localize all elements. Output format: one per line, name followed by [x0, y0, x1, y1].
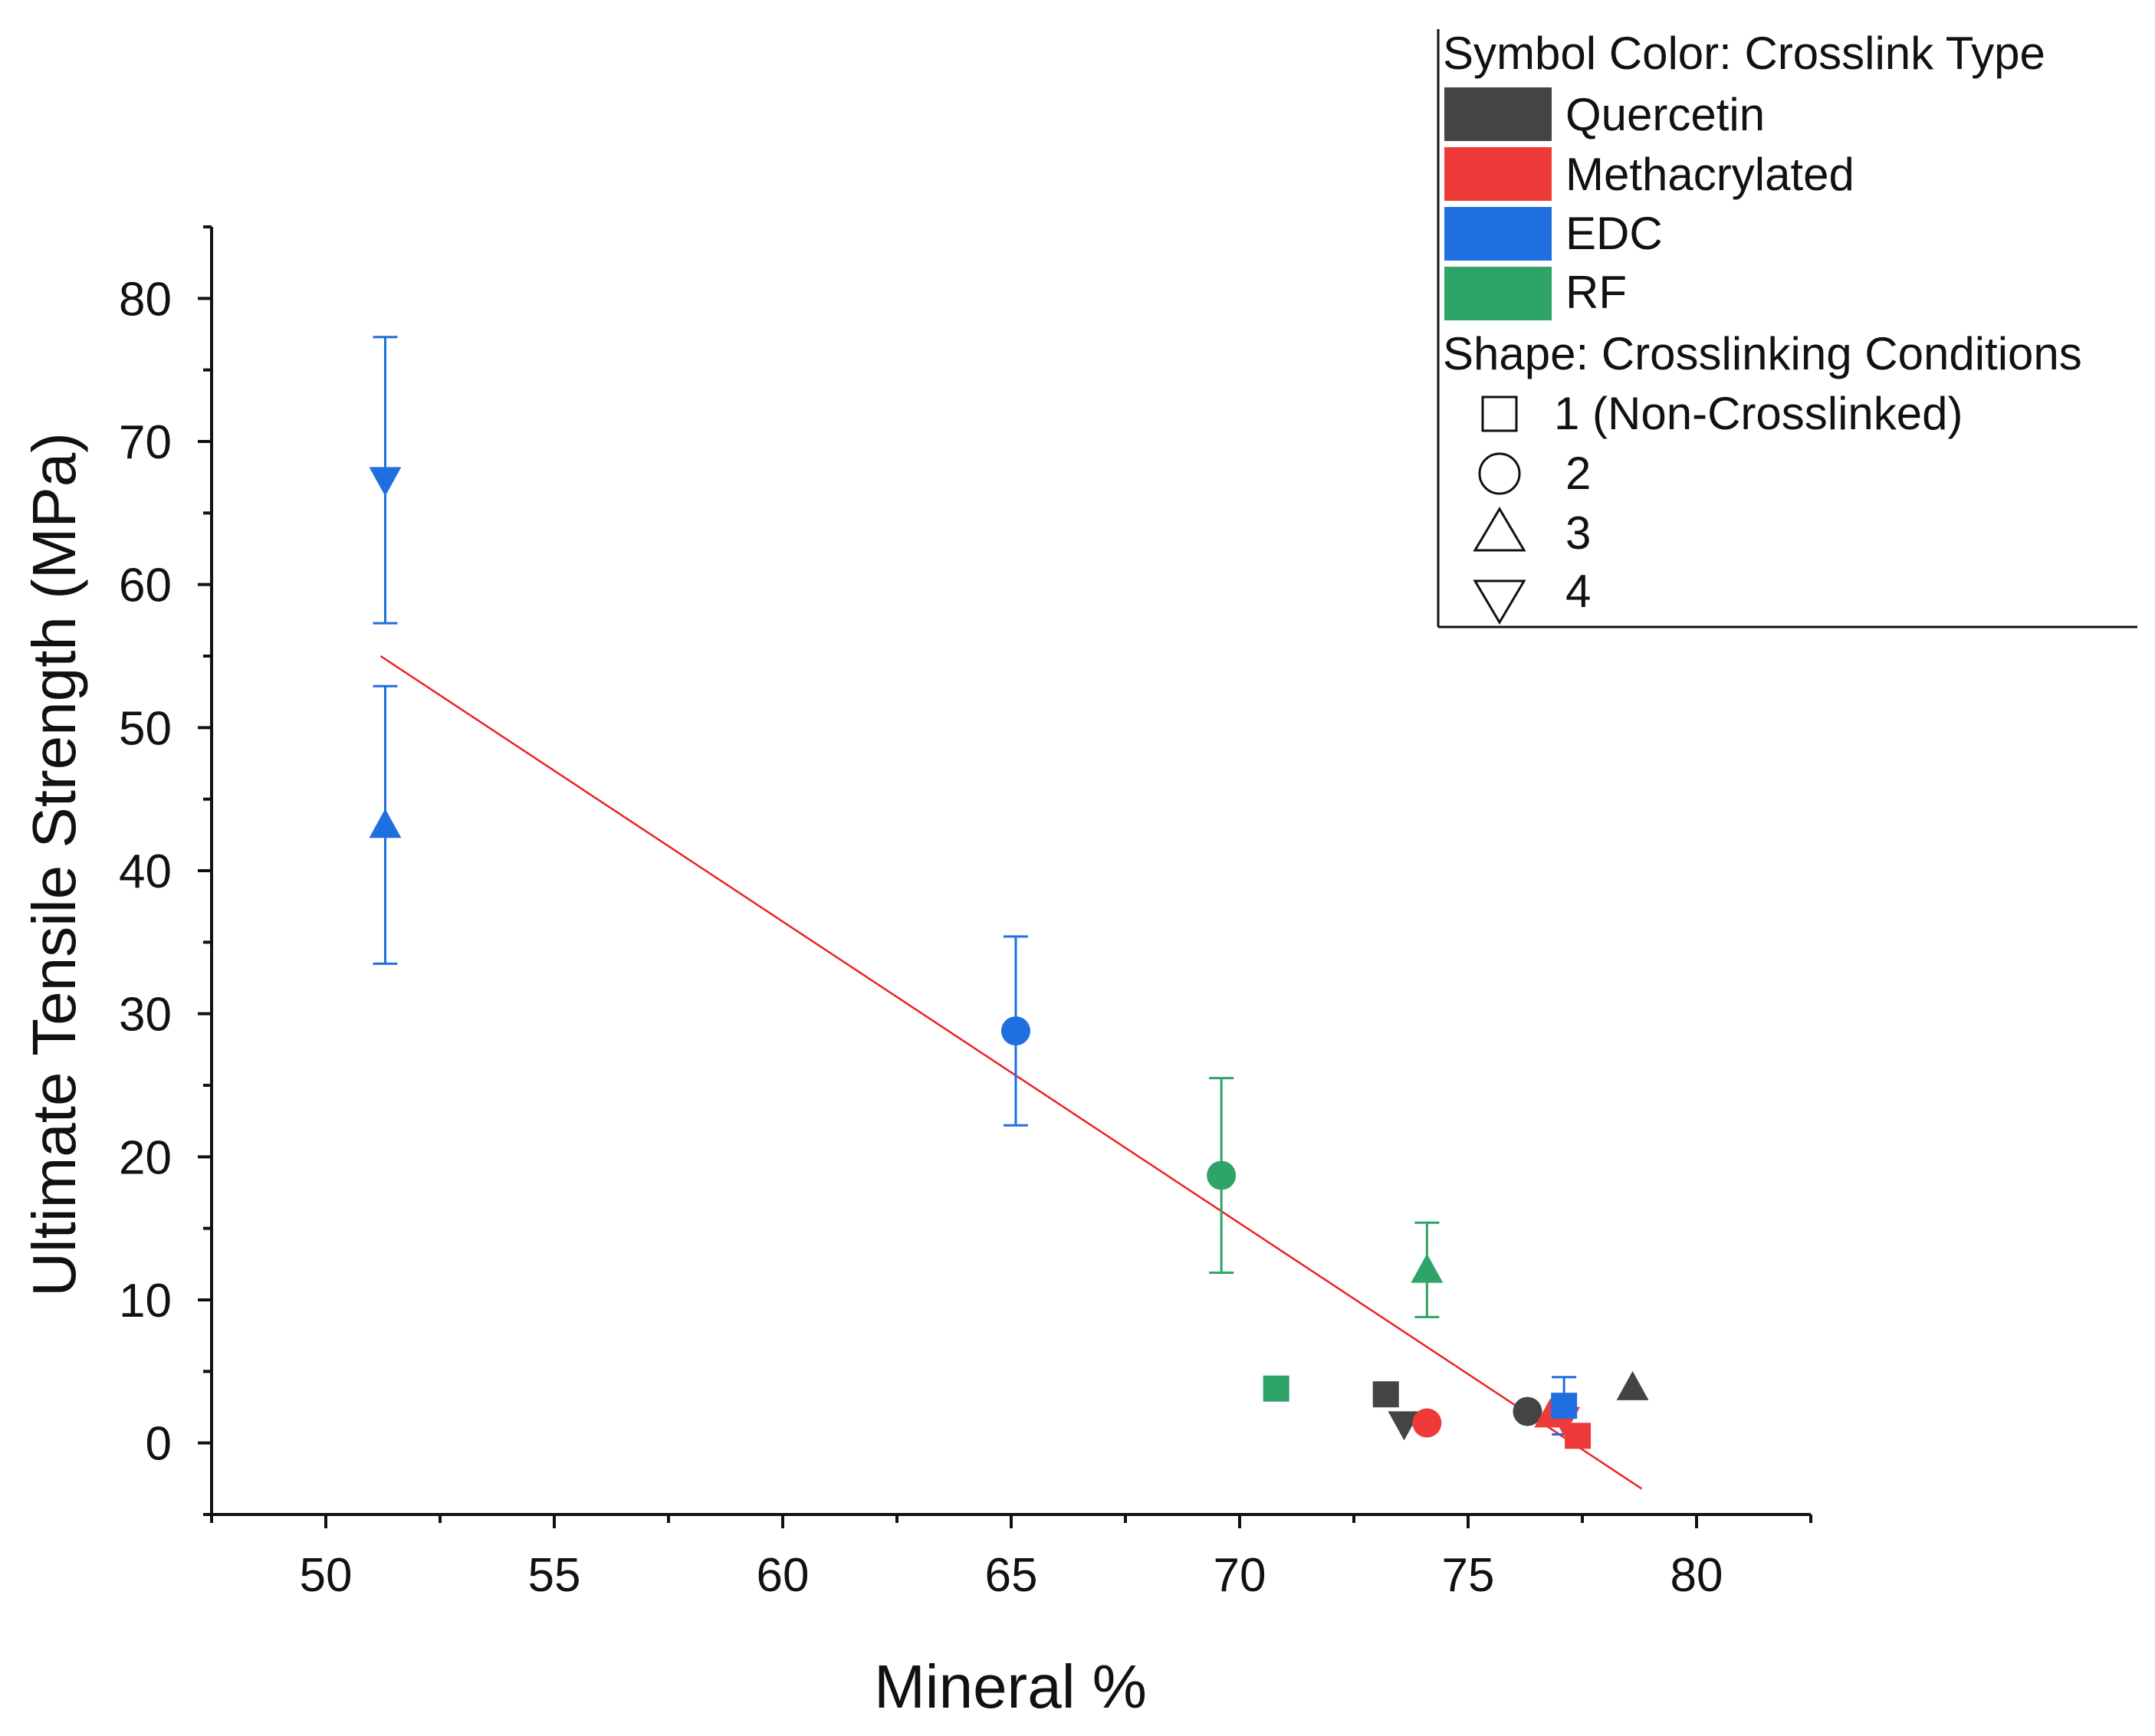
data-point-methacrylated-2 — [1412, 1408, 1442, 1438]
data-point-edc-1 — [1551, 1393, 1578, 1419]
fit-line-group — [379, 655, 1643, 1490]
y-tick-label: 30 — [119, 989, 172, 1042]
y-tick-label: 80 — [119, 273, 172, 326]
legend-circle-icon — [1478, 452, 1521, 495]
legend-label-edc: EDC — [1565, 208, 1663, 259]
legend-triangle-down-icon — [1473, 579, 1526, 625]
y-tick-label: 50 — [119, 702, 172, 755]
legend-square-icon — [1481, 395, 1518, 432]
x-tick-label: 75 — [1442, 1549, 1495, 1602]
legend-label-condition-1: 1 (Non-Crosslinked) — [1554, 388, 1963, 439]
legend-shape-title: Shape: Crosslinking Conditions — [1443, 328, 2082, 379]
data-point-quercetin-3 — [1616, 1370, 1649, 1400]
legend-label-methacrylated: Methacrylated — [1565, 149, 1854, 200]
error-bars — [373, 336, 1577, 1436]
data-point-methacrylated-1 — [1565, 1423, 1592, 1449]
y-tick-label: 10 — [119, 1275, 172, 1327]
x-axis-title: Mineral % — [874, 1652, 1147, 1721]
x-tick-label: 80 — [1670, 1549, 1723, 1602]
legend-swatch-rf — [1444, 267, 1552, 320]
x-tick-label: 65 — [985, 1549, 1038, 1602]
data-point-edc-3 — [369, 809, 402, 838]
y-tick-label: 20 — [119, 1131, 172, 1184]
x-tick-label: 50 — [300, 1549, 353, 1602]
data-point-quercetin-1 — [1372, 1381, 1399, 1408]
y-tick-label: 70 — [119, 416, 172, 469]
y-axis-title: Ultimate Tensile Strength (MPa) — [20, 432, 88, 1297]
fit-line — [379, 655, 1643, 1490]
legend-label-quercetin: Quercetin — [1565, 89, 1765, 140]
legend-label-rf: RF — [1565, 267, 1627, 318]
data-points — [369, 467, 1649, 1449]
data-point-rf-2 — [1207, 1160, 1237, 1190]
legend-swatch-edc — [1444, 207, 1552, 261]
data-point-quercetin-4 — [1388, 1411, 1421, 1441]
data-point-edc-4 — [369, 467, 402, 497]
legend-swatch-quercetin — [1444, 87, 1552, 141]
data-point-quercetin-2 — [1513, 1396, 1542, 1426]
x-tick-label: 55 — [528, 1549, 581, 1602]
data-point-rf-3 — [1411, 1253, 1444, 1283]
legend-color-title: Symbol Color: Crosslink Type — [1443, 28, 2045, 79]
legend-label-condition-3: 3 — [1565, 507, 1591, 559]
legend-label-condition-2: 2 — [1565, 448, 1591, 499]
y-tick-label: 60 — [119, 560, 172, 612]
x-tick-label: 70 — [1214, 1549, 1266, 1602]
legend-swatch-methacrylated — [1444, 147, 1552, 201]
y-tick-label: 40 — [119, 845, 172, 898]
legend-triangle-up-icon — [1473, 507, 1526, 552]
data-point-edc-2 — [1000, 1016, 1030, 1046]
legend-label-condition-4: 4 — [1565, 566, 1591, 617]
data-point-rf-1 — [1263, 1375, 1289, 1402]
x-tick-label: 60 — [757, 1549, 810, 1602]
legend: Symbol Color: Crosslink Type Quercetin M… — [1437, 28, 2137, 628]
y-tick-label: 0 — [146, 1418, 172, 1471]
axes: 50 55 60 65 70 75 80 0 10 20 30 40 50 60 70 80 — [119, 225, 1812, 1602]
